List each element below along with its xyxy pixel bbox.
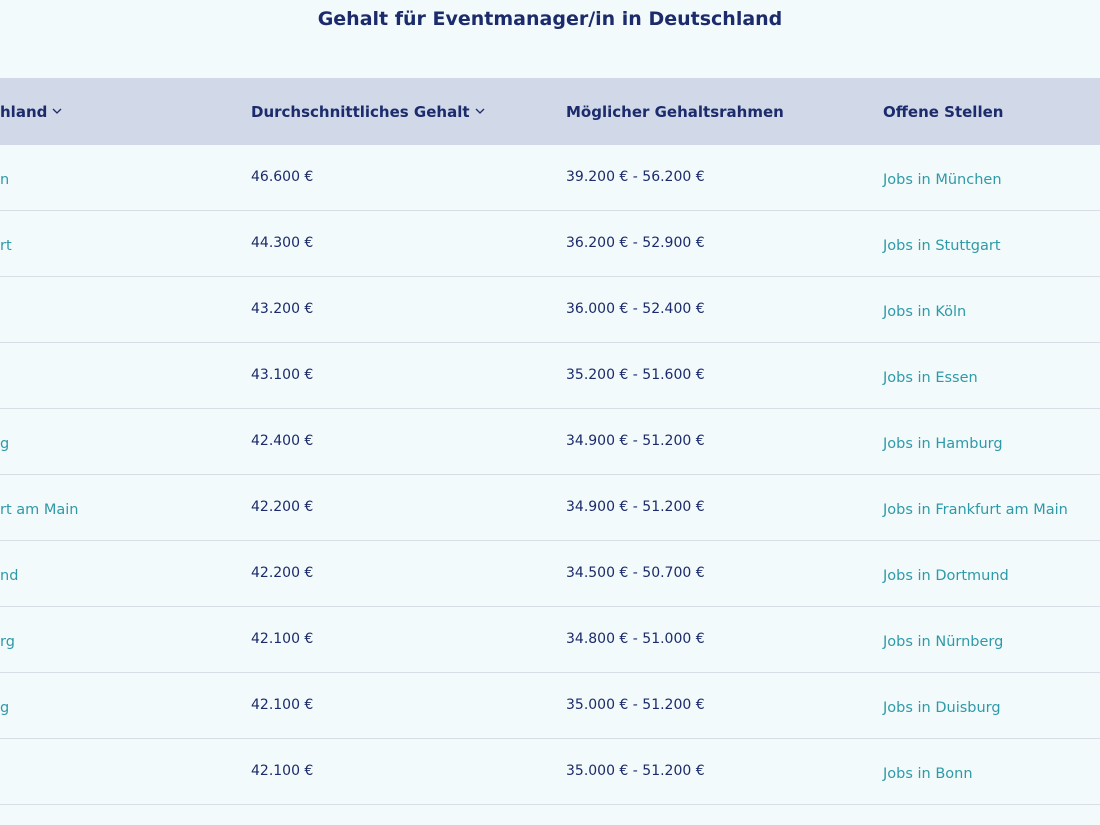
table-row: rg 42.100 € 34.800 € - 51.000 € Jobs in Nür…	[0, 607, 1100, 673]
salary-range: 34.800 € - 51.000 €	[566, 631, 705, 647]
average-salary: 44.300 €	[251, 235, 314, 251]
header-cell: Möglicher Gehaltsrahmen	[566, 78, 784, 145]
salary-range: 35.200 € - 51.600 €	[566, 367, 705, 383]
chevron	[52, 108, 62, 114]
jobs-link[interactable]: Jobs in München	[883, 172, 1002, 188]
table-header: hland Durchschnittliches Gehalt Mögliche…	[0, 78, 1100, 145]
table-row: 43.200 € 36.000 € - 52.400 € Jobs in Köln	[0, 277, 1100, 343]
salary-range: 34.900 € - 51.200 €	[566, 499, 705, 515]
header-cell: Offene Stellen	[883, 78, 1003, 145]
table-row: rt 44.300 € 36.200 € - 52.900 € Jobs in Stu…	[0, 211, 1100, 277]
jobs-link[interactable]: Jobs in Frankfurt am Main	[883, 502, 1068, 518]
jobs-link[interactable]: Jobs in Bonn	[883, 766, 973, 782]
salary-range: 36.000 € - 52.400 €	[566, 301, 705, 317]
average-salary: 46.600 €	[251, 169, 314, 185]
salary-range: 34.900 € - 51.200 €	[566, 433, 705, 449]
table-row: g 42.400 € 34.900 € - 51.200 € Jobs in Hamb…	[0, 409, 1100, 475]
average-salary: 43.200 €	[251, 301, 314, 317]
city-link[interactable]: rg	[0, 634, 15, 650]
table-row: rt am Main 42.200 € 34.900 € - 51.200 € Job…	[0, 475, 1100, 541]
table-row: g 42.100 € 35.000 € - 51.200 € Jobs in Duis…	[0, 673, 1100, 739]
city-link[interactable]: nd	[0, 568, 19, 584]
table-row: nd 42.200 € 34.500 € - 50.700 € Jobs in Dor…	[0, 541, 1100, 607]
average-salary: 42.100 €	[251, 697, 314, 713]
table-row: 43.100 € 35.200 € - 51.600 € Jobs in Essen	[0, 343, 1100, 409]
salary-range: 39.200 € - 56.200 €	[566, 169, 705, 185]
city-link[interactable]: n	[0, 172, 10, 188]
header-text: Möglicher Gehaltsrahmen	[566, 102, 784, 121]
salary-range: 35.000 € - 51.200 €	[566, 763, 705, 779]
jobs-link[interactable]: Jobs in Hamburg	[883, 436, 1003, 452]
page-title: Gehalt für Eventmanager/in in Deutschlan…	[317, 8, 783, 30]
average-salary: 42.200 €	[251, 565, 314, 581]
jobs-link[interactable]: Jobs in Dortmund	[883, 568, 1009, 584]
city-link[interactable]: g	[0, 700, 10, 716]
city-link[interactable]: rt am Main	[0, 502, 79, 518]
average-salary: 42.100 €	[251, 631, 314, 647]
jobs-link[interactable]: Jobs in Nürnberg	[883, 634, 1004, 650]
header-text: Durchschnittliches Gehalt	[251, 102, 470, 121]
jobs-link[interactable]: Jobs in Köln	[883, 304, 967, 320]
table-row: 42.100 € 35.000 € - 51.200 € Jobs in Bonn	[0, 739, 1100, 805]
header-text: Offene Stellen	[883, 102, 1004, 121]
header-cell[interactable]: hland	[0, 78, 62, 145]
average-salary: 42.100 €	[251, 763, 314, 779]
jobs-link[interactable]: Jobs in Essen	[883, 370, 978, 386]
salary-range: 35.000 € - 51.200 €	[566, 697, 705, 713]
city-link[interactable]: g	[0, 436, 10, 452]
header-cell[interactable]: Durchschnittliches Gehalt	[251, 78, 485, 145]
average-salary: 42.400 €	[251, 433, 314, 449]
average-salary: 42.200 €	[251, 499, 314, 515]
chevron	[475, 108, 485, 114]
salary-range: 34.500 € - 50.700 €	[566, 565, 705, 581]
average-salary: 43.100 €	[251, 367, 314, 383]
table-row: n 46.600 € 39.200 € - 56.200 € Jobs in Münc…	[0, 145, 1100, 211]
jobs-link[interactable]: Jobs in Duisburg	[883, 700, 1001, 716]
header-text: hland	[0, 102, 48, 121]
salary-range: 36.200 € - 52.900 €	[566, 235, 705, 251]
city-link[interactable]: rt	[0, 238, 12, 254]
jobs-link[interactable]: Jobs in Stuttgart	[883, 238, 1001, 254]
